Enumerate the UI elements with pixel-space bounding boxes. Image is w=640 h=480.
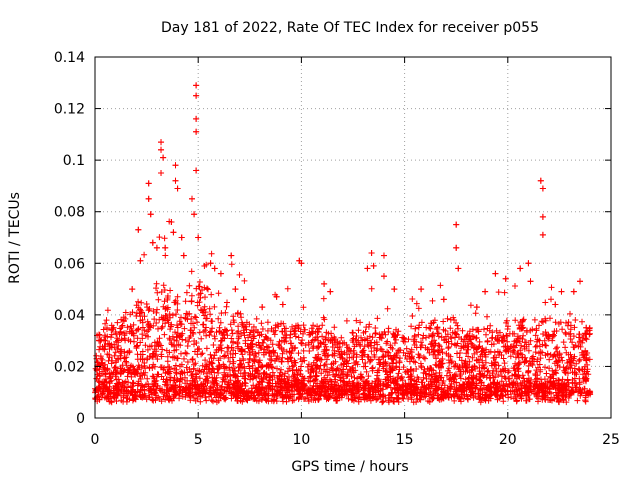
roti-data-point	[240, 296, 247, 303]
roti-data-point	[135, 226, 142, 233]
y-tick-label: 0.04	[54, 308, 85, 324]
roti-data-point	[577, 278, 584, 285]
roti-data-point	[380, 273, 387, 280]
roti-data-point	[273, 293, 280, 300]
roti-data-point	[168, 219, 175, 226]
roti-data-point	[539, 213, 546, 220]
y-axis-ticks: 0 0.02 0.04 0.06 0.08 0.1 0.12 0.14	[54, 50, 611, 427]
y-axis-label: ROTI / TECUs	[7, 192, 23, 284]
roti-data-point	[149, 239, 156, 246]
roti-data-point	[172, 162, 179, 169]
plot-frame	[94, 56, 612, 419]
roti-data-point	[147, 211, 154, 218]
roti-data-point	[145, 195, 152, 202]
roti-data-point	[350, 329, 356, 336]
roti-data-point	[527, 278, 534, 285]
roti-data-point	[145, 180, 152, 187]
roti-data-point	[232, 286, 239, 293]
roti-data-point	[195, 234, 202, 241]
roti-data-point	[539, 185, 546, 192]
roti-data-point	[96, 337, 103, 344]
roti-data-point	[193, 167, 200, 174]
roti-data-point	[158, 139, 165, 146]
roti-data-point	[279, 301, 286, 308]
roti-data-point	[259, 304, 266, 311]
roti-data-point	[193, 82, 200, 89]
roti-point-cloud	[92, 82, 594, 406]
roti-data-point	[327, 288, 334, 295]
roti-data-point	[207, 260, 214, 267]
roti-data-point	[193, 92, 200, 99]
roti-data-point	[440, 296, 447, 303]
roti-data-point	[298, 260, 305, 267]
y-tick-label: 0	[76, 411, 85, 427]
roti-data-point	[170, 229, 177, 236]
roti-data-point	[517, 265, 524, 272]
y-tick-label: 0.12	[54, 102, 85, 118]
roti-data-point	[129, 286, 136, 293]
x-tick-label: 0	[91, 432, 100, 448]
y-tick-label: 0.08	[54, 205, 85, 221]
roti-data-point	[502, 275, 509, 282]
roti-data-point	[364, 265, 371, 272]
roti-data-point	[191, 211, 198, 218]
roti-data-point	[158, 146, 165, 153]
roti-data-point	[418, 286, 425, 293]
roti-data-point	[110, 324, 117, 331]
roti-data-point	[455, 265, 462, 272]
roti-data-point	[172, 177, 179, 184]
y-tick-label: 0.1	[63, 153, 85, 169]
x-tick-label: 25	[602, 432, 620, 448]
roti-data-point	[583, 324, 590, 331]
roti-data-point	[180, 252, 187, 259]
roti-data-point	[174, 185, 181, 192]
roti-data-point	[492, 270, 499, 277]
x-tick-label: 15	[396, 432, 414, 448]
roti-data-point	[539, 231, 546, 238]
roti-data-point	[321, 280, 328, 287]
roti-data-point	[482, 288, 489, 295]
roti-data-point	[137, 257, 144, 264]
roti-data-point	[552, 301, 559, 308]
roti-data-point	[189, 195, 196, 202]
roti-data-point	[370, 262, 377, 269]
roti-data-point	[391, 286, 398, 293]
roti-data-point	[473, 304, 480, 311]
x-tick-label: 10	[292, 432, 310, 448]
y-tick-label: 0.14	[54, 50, 85, 66]
roti-data-point	[380, 252, 387, 259]
y-tick-label: 0.02	[54, 359, 85, 375]
roti-data-point	[211, 265, 218, 272]
roti-data-point	[158, 170, 165, 177]
roti-data-point	[453, 244, 460, 251]
data-points	[92, 82, 594, 406]
roti-data-point	[453, 221, 460, 228]
roti-data-point	[193, 115, 200, 122]
roti-data-point	[160, 154, 167, 161]
roti-data-point	[162, 244, 169, 251]
chart-title: Day 181 of 2022, Rate Of TEC Index for r…	[161, 20, 539, 36]
roti-data-point	[228, 252, 235, 259]
roti-data-point	[570, 288, 577, 295]
roti-data-point	[368, 249, 375, 256]
roti-data-point	[178, 234, 185, 241]
roti-data-point	[558, 288, 565, 295]
roti-data-point	[537, 177, 544, 184]
roti-data-point	[217, 270, 224, 277]
roti-data-point	[193, 128, 200, 135]
x-tick-label: 20	[499, 432, 517, 448]
y-tick-label: 0.06	[54, 256, 85, 272]
roti-data-point	[153, 244, 160, 251]
x-tick-label: 5	[194, 432, 203, 448]
roti-data-point	[525, 260, 532, 267]
roti-data-point	[430, 319, 437, 326]
x-axis-label: GPS time / hours	[291, 459, 408, 475]
x-axis-ticks: 0 5 10 15 20 25	[91, 57, 620, 448]
